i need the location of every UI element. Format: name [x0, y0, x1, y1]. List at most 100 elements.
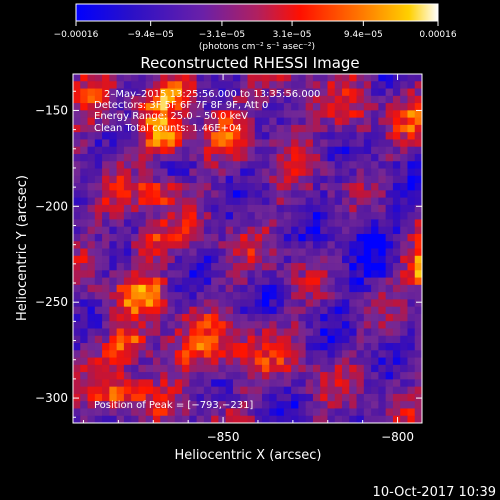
heatmap-cell — [283, 401, 292, 409]
heatmap-cell — [152, 393, 161, 402]
heatmap-cell — [225, 197, 234, 206]
heatmap-cell — [160, 153, 168, 162]
heatmap-cell — [109, 393, 118, 402]
heatmap-cell — [109, 124, 118, 133]
heatmap-cell — [189, 212, 197, 220]
heatmap-cell — [94, 212, 103, 220]
heatmap-cell — [269, 197, 277, 206]
heatmap-cell — [131, 350, 139, 358]
heatmap-cell — [356, 408, 365, 417]
heatmap-cell — [225, 306, 234, 315]
heatmap-cell — [94, 132, 103, 140]
heatmap-cell — [203, 146, 212, 155]
heatmap-cell — [342, 335, 350, 344]
heatmap-cell — [218, 95, 227, 104]
heatmap-cell — [378, 408, 387, 417]
heatmap-cell — [392, 299, 401, 308]
heatmap-cell — [269, 88, 277, 97]
heatmap-cell — [283, 284, 292, 293]
heatmap-cell — [378, 350, 387, 358]
heatmap-cell — [349, 124, 357, 133]
heatmap-cell — [145, 357, 154, 366]
heatmap-cell — [269, 139, 277, 148]
heatmap-cell — [232, 88, 241, 97]
heatmap-cell — [232, 81, 241, 89]
heatmap-cell — [80, 364, 88, 373]
heatmap-cell — [123, 197, 132, 206]
heatmap-cell — [116, 321, 125, 329]
heatmap-cell — [225, 168, 234, 177]
heatmap-cell — [298, 415, 307, 424]
heatmap-cell — [276, 88, 285, 97]
heatmap-cell — [312, 335, 321, 344]
heatmap-cell — [356, 146, 365, 155]
heatmap-cell — [320, 110, 328, 119]
heatmap-cell — [167, 161, 176, 169]
heatmap-cell — [131, 74, 139, 82]
heatmap-cell — [94, 219, 103, 228]
heatmap-cell — [73, 95, 81, 104]
heatmap-cell — [392, 255, 401, 264]
heatmap-cell — [378, 386, 387, 395]
heatmap-cell — [371, 139, 379, 148]
heatmap-cell — [363, 415, 372, 424]
heatmap-cell — [138, 219, 147, 228]
heatmap-cell — [152, 241, 161, 249]
heatmap-cell — [312, 146, 321, 155]
heatmap-cell — [145, 284, 154, 293]
heatmap-cell — [152, 161, 161, 169]
heatmap-cell — [349, 350, 357, 358]
heatmap-cell — [145, 168, 154, 177]
heatmap-cell — [203, 386, 212, 395]
heatmap-cell — [182, 146, 190, 155]
heatmap-cell — [73, 263, 81, 271]
heatmap-cell — [327, 132, 336, 140]
heatmap-cell — [378, 248, 387, 257]
heatmap-cell — [262, 81, 270, 89]
heatmap-cell — [414, 183, 423, 191]
heatmap-cell — [225, 270, 234, 278]
heatmap-cell — [385, 306, 394, 315]
heatmap-cell — [400, 248, 408, 257]
heatmap-cell — [247, 263, 256, 271]
heatmap-cell — [298, 139, 307, 148]
heatmap-cell — [73, 401, 81, 409]
heatmap-cell — [262, 74, 270, 82]
heatmap-cell — [334, 168, 343, 177]
heatmap-cell — [182, 124, 190, 133]
heatmap-cell — [327, 393, 336, 402]
heatmap-cell — [312, 168, 321, 177]
heatmap-cell — [182, 153, 190, 162]
heatmap-cell — [356, 110, 365, 119]
heatmap-cell — [262, 277, 270, 286]
heatmap-cell — [414, 110, 423, 119]
heatmap-cell — [262, 233, 270, 242]
heatmap-cell — [276, 74, 285, 82]
heatmap-cell — [174, 226, 183, 235]
heatmap-cell — [283, 74, 292, 82]
heatmap-cell — [174, 161, 183, 169]
heatmap-cell — [94, 292, 103, 300]
heatmap-cell — [269, 408, 277, 417]
heatmap-cell — [73, 74, 81, 82]
heatmap-cell — [145, 212, 154, 220]
heatmap-cell — [196, 343, 205, 351]
heatmap-cell — [211, 241, 219, 249]
heatmap-cell — [254, 190, 263, 198]
heatmap-cell — [363, 357, 372, 366]
heatmap-cell — [131, 88, 139, 97]
heatmap-cell — [189, 292, 197, 300]
heatmap-cell — [152, 386, 161, 395]
heatmap-cell — [262, 204, 270, 213]
heatmap-cell — [414, 95, 423, 104]
heatmap-cell — [327, 183, 336, 191]
heatmap-cell — [218, 357, 227, 366]
heatmap-cell — [356, 212, 365, 220]
heatmap-cell — [371, 81, 379, 89]
heatmap-cell — [87, 255, 96, 264]
heatmap-cell — [232, 335, 241, 344]
heatmap-cell — [203, 350, 212, 358]
heatmap-cell — [189, 299, 197, 308]
heatmap-cell — [160, 263, 168, 271]
heatmap-cell — [196, 197, 205, 206]
